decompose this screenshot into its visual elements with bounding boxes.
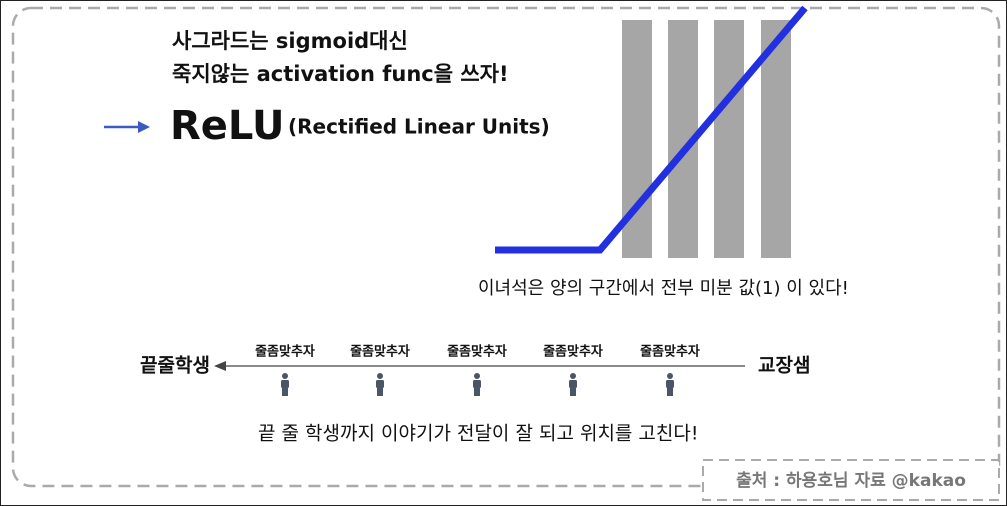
person-legs <box>377 388 383 396</box>
line-arrow-head <box>214 361 226 371</box>
person-body <box>569 380 577 388</box>
person-label: 줄좀맞추자 <box>447 344 507 360</box>
gray-bar <box>714 20 744 258</box>
person-body <box>473 380 481 388</box>
person-body <box>376 380 384 388</box>
person-head <box>282 373 288 379</box>
person-label: 줄좀맞추자 <box>640 344 700 360</box>
person-legs <box>667 388 673 396</box>
dashed-frame <box>11 6 1001 488</box>
title-note: (Rectified Linear Units) <box>288 115 550 139</box>
left-label: 끝줄학생 <box>140 355 210 377</box>
person-label: 줄좀맞추자 <box>350 344 410 360</box>
right-label: 교장샘 <box>758 355 810 377</box>
person-head <box>667 373 673 379</box>
relu-line <box>495 5 808 254</box>
heading-line: 사그라드는 sigmoid대신 <box>172 29 408 53</box>
person-legs <box>474 388 480 396</box>
graph-caption: 이녀석은 양의 구간에서 전부 미분 값(1) 이 있다! <box>478 278 849 299</box>
source-frame <box>702 459 1000 501</box>
source-box: 출처 : 하용호님 자료 @kakao <box>702 459 1000 501</box>
arrow-head <box>138 121 150 133</box>
relu-graph <box>495 5 808 258</box>
person-legs <box>570 388 576 396</box>
gray-bar <box>761 20 791 258</box>
person-head <box>570 373 576 379</box>
person-head <box>474 373 480 379</box>
summary: 끝 줄 학생까지 이야기가 전달이 잘 되고 위치를 고친다! <box>258 423 699 445</box>
title: ReLU <box>170 103 284 149</box>
person-label: 줄좀맞추자 <box>255 344 315 360</box>
person-label: 줄좀맞추자 <box>543 344 603 360</box>
person-head <box>377 373 383 379</box>
heading-line: 죽지않는 activation func을 쓰자! <box>172 62 509 86</box>
person-body <box>666 380 674 388</box>
person-legs <box>282 388 288 396</box>
line-diagram: 끝줄학생 교장샘 줄좀맞추자 줄좀맞추자 줄좀맞추자 줄좀맞추자 줄좀맞추자 <box>140 344 810 396</box>
person-body <box>281 380 289 388</box>
source: 출처 : 하용호님 자료 @kakao <box>736 471 966 491</box>
title-arrow <box>104 121 150 133</box>
